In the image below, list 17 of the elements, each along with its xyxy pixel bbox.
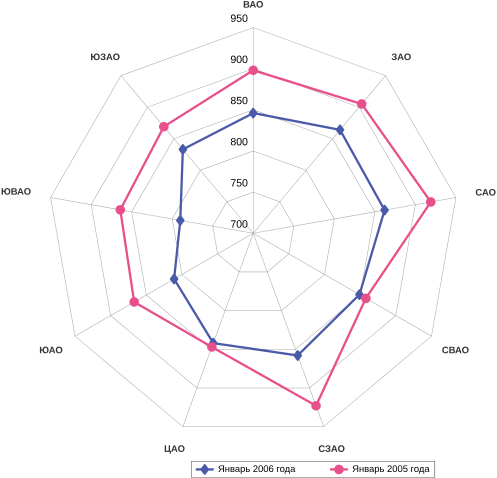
spoke-label: ЮЗАО (91, 54, 120, 60)
spoke-label: ЮВАО (2, 188, 31, 195)
y-tick-label: 850 (230, 96, 248, 104)
spoke-label: СВАО (442, 346, 469, 354)
y-tick-label: 750 (230, 179, 248, 187)
spoke-label: САО (476, 188, 496, 196)
y-tick-label: 950 (230, 14, 248, 22)
legend-label: Январь 2005 года (352, 465, 430, 474)
spoke-label: СЗАО (318, 445, 345, 452)
spoke-label: ВАО (244, 1, 263, 8)
spoke-label: ЗАО (392, 54, 411, 60)
y-tick-label: 900 (230, 56, 248, 64)
y-tick-label: 700 (230, 220, 248, 228)
spoke-label: ЮАО (40, 346, 62, 354)
legend-label: Январь 2006 года (218, 465, 296, 474)
spoke-label: ЦАО (164, 445, 185, 454)
y-tick-label: 800 (230, 138, 248, 146)
